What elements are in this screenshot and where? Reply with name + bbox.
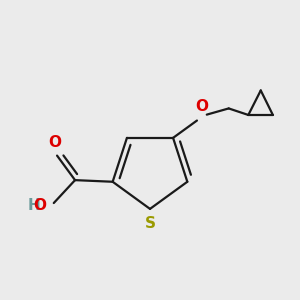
Text: O: O [195,99,208,114]
Text: S: S [145,216,155,231]
Text: O: O [34,198,46,213]
Text: H: H [27,198,40,213]
Text: O: O [48,135,61,150]
